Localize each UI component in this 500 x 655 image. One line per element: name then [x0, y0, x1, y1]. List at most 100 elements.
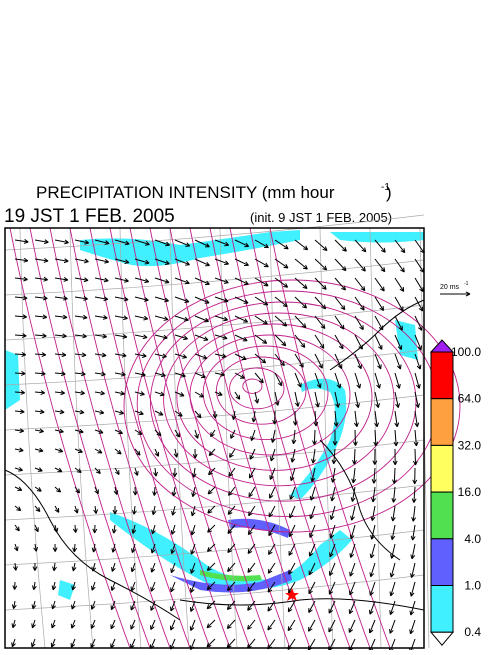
contour	[49, 227, 171, 649]
wind-arrow	[274, 277, 289, 288]
colorbar-label: 64.0	[458, 392, 482, 406]
colorbar-bin	[430, 538, 454, 586]
wind-arrow	[94, 352, 107, 358]
wind-arrow	[52, 562, 57, 572]
wind-arrow	[14, 390, 26, 395]
wind-arrow	[234, 372, 245, 379]
wind-arrow	[330, 486, 336, 502]
wind-arrow	[308, 600, 316, 613]
wind-arrow	[206, 543, 216, 552]
wind-arrow	[230, 429, 236, 439]
wind-arrow	[34, 390, 46, 396]
wind-arrow	[254, 391, 260, 404]
wind-arrow	[309, 505, 316, 520]
wind-arrow	[174, 391, 185, 397]
wind-arrow	[114, 448, 122, 455]
wind-arrow	[394, 353, 402, 370]
wind-arrow	[254, 353, 267, 364]
wind-arrow	[51, 619, 56, 629]
wind-arrow	[247, 581, 256, 592]
wind-arrow	[14, 505, 22, 512]
wind-arrow	[354, 258, 366, 272]
wind-arrow	[207, 505, 216, 514]
colorbar-over	[429, 339, 455, 353]
wind-arrow	[394, 391, 400, 408]
wind-arrow	[131, 524, 137, 534]
wind-arrow	[330, 467, 336, 483]
wind-arrow	[194, 429, 199, 439]
wind-arrow	[154, 353, 167, 359]
wind-arrow	[314, 334, 325, 349]
wind-arrow	[390, 524, 396, 541]
wind-arrow	[314, 353, 323, 369]
wind-arrow	[392, 448, 398, 466]
wind-arrow	[154, 296, 169, 303]
wind-arrow	[170, 600, 176, 612]
wind-arrow	[34, 467, 43, 472]
wind-arrow	[328, 619, 336, 633]
wind-arrow	[394, 372, 401, 389]
wind-arrow	[189, 600, 196, 612]
wind-arrow	[334, 353, 343, 369]
wind-arrow	[369, 562, 376, 578]
wind-arrow	[154, 334, 168, 340]
wind-arrow	[348, 619, 356, 633]
wind-arrow	[274, 391, 280, 406]
wind-arrow	[194, 239, 210, 248]
wind-arrow	[412, 448, 418, 466]
wind-arrow	[173, 448, 179, 458]
wind-arrow	[190, 543, 196, 555]
wind-arrow	[254, 296, 269, 306]
wind-arrow	[234, 296, 249, 304]
contour	[249, 227, 371, 649]
wind-arrow	[130, 562, 136, 573]
coastline	[319, 299, 425, 561]
wind-arrow	[229, 448, 236, 458]
colorbar-bin	[430, 585, 454, 633]
wind-arrow	[31, 600, 37, 610]
wind-arrow	[74, 486, 81, 494]
wind-arrow	[234, 277, 249, 285]
wind-arrow	[14, 524, 20, 532]
wind-arrow	[190, 581, 196, 593]
wind-arrow	[14, 447, 24, 453]
wind-arrow	[374, 410, 380, 428]
wind-arrow	[214, 371, 225, 377]
wind-arrow	[114, 315, 128, 321]
wind-arrow	[134, 239, 150, 246]
wind-arrow	[134, 467, 139, 476]
wind-arrow	[194, 391, 205, 398]
wind-arrow	[134, 258, 150, 265]
wind-arrow	[294, 334, 306, 348]
wind-arrow	[328, 581, 336, 595]
wind-arrow	[371, 486, 376, 503]
wind-arrow	[309, 486, 316, 501]
wind-arrow	[308, 581, 316, 595]
wind-arrow	[212, 410, 218, 419]
wind-arrow	[14, 276, 28, 282]
meridian	[169, 227, 190, 649]
contour	[215, 356, 307, 425]
wind-arrow	[74, 296, 88, 301]
wind-arrow	[234, 391, 241, 400]
colorbar-label: 0.4	[464, 625, 481, 639]
wind-arrow	[150, 619, 156, 631]
wind-arrow	[393, 429, 399, 447]
wind-arrow	[289, 467, 296, 482]
wind-arrow	[14, 409, 25, 414]
wind-arrow	[54, 258, 69, 264]
wind-arrow	[313, 410, 319, 427]
wind-arrow	[254, 277, 269, 287]
wind-arrow	[254, 372, 264, 384]
wind-arrow	[374, 277, 385, 292]
wind-arrow	[352, 429, 358, 446]
wind-arrow	[247, 543, 256, 554]
wind-arrow	[134, 391, 145, 396]
wind-arrow	[194, 372, 206, 379]
wind-arrow	[349, 562, 356, 577]
wind-arrow	[268, 524, 276, 537]
wind-arrow	[231, 410, 237, 420]
contour	[202, 345, 329, 441]
wind-arrow	[54, 239, 69, 245]
wind-arrow	[227, 543, 236, 553]
